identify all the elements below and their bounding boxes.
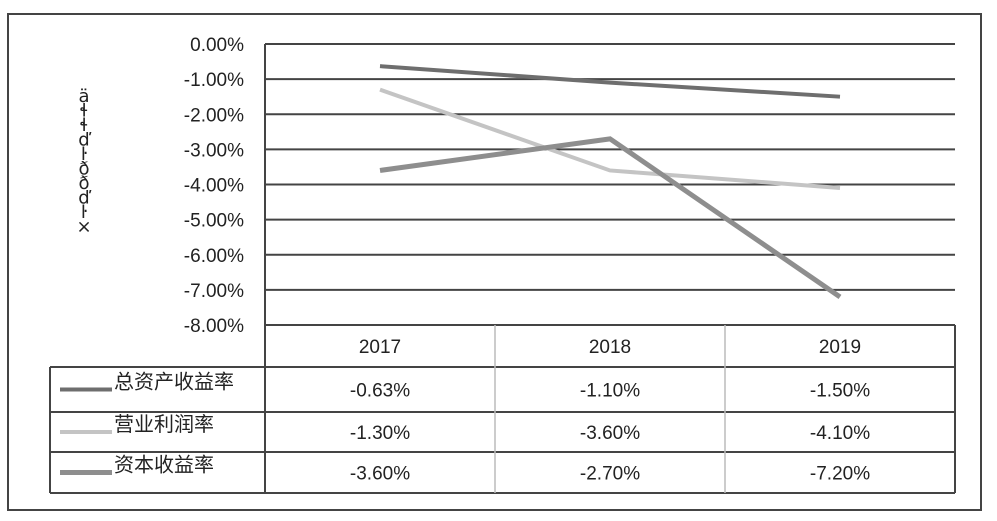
data-table: 2017 2018 2019 总资产收益率 -0.63% -1.10% -1.50% 营业利润… <box>49 324 956 494</box>
series-lines <box>379 64 842 299</box>
data-value-label: -0.63% <box>350 381 410 402</box>
y-axis-label-glyph: ď <box>78 130 92 151</box>
y-axis-label-glyph: ð <box>78 159 89 180</box>
y-axis-label-glyph: ŀ <box>81 202 87 223</box>
y-axis-label-glyph: × <box>76 217 91 238</box>
y-tick-label: -6.00% <box>184 246 244 267</box>
data-value-label: -1.50% <box>810 381 870 402</box>
data-value-label: -7.20% <box>810 464 870 485</box>
category-label: 2018 <box>589 337 631 358</box>
data-value-label: -3.60% <box>580 423 640 444</box>
data-value-label: -2.70% <box>580 464 640 485</box>
data-value-label: -1.30% <box>350 423 410 444</box>
category-label: 2019 <box>819 337 861 358</box>
y-tick-label: 0.00% <box>190 35 244 56</box>
legend-label: 资本收益率 <box>114 453 214 477</box>
y-axis-label-glyph: ð <box>78 173 89 194</box>
y-tick-label: -5.00% <box>184 211 244 232</box>
category-label: 2017 <box>359 337 401 358</box>
y-tick-label: -7.00% <box>184 281 244 302</box>
y-tick-label: -3.00% <box>184 140 244 161</box>
y-axis-label-glyph: ɬ <box>80 115 89 136</box>
y-axis-ticks: 0.00% -1.00% -2.00% -3.00% -4.00% -5.00% -6.00… <box>184 35 244 337</box>
y-axis-label-glyph: ŀ <box>81 144 87 165</box>
y-axis-label-glyph: ɬ <box>80 101 89 122</box>
y-tick-label: -1.00% <box>184 70 244 91</box>
y-tick-label: -8.00% <box>184 316 244 337</box>
y-axis-label-glyph: ď <box>78 188 92 209</box>
series-line <box>379 64 841 99</box>
legend-label: 营业利润率 <box>114 412 214 436</box>
legend-label: 总资产收益率 <box>114 370 234 394</box>
data-value-label: -3.60% <box>350 464 410 485</box>
data-value-label: -4.10% <box>810 423 870 444</box>
y-axis-label-glyph: ä <box>78 86 89 107</box>
y-tick-label: -4.00% <box>184 176 244 197</box>
series-line <box>379 87 841 191</box>
data-value-label: -1.10% <box>580 381 640 402</box>
y-tick-label: -2.00% <box>184 105 244 126</box>
series-line <box>379 136 842 299</box>
